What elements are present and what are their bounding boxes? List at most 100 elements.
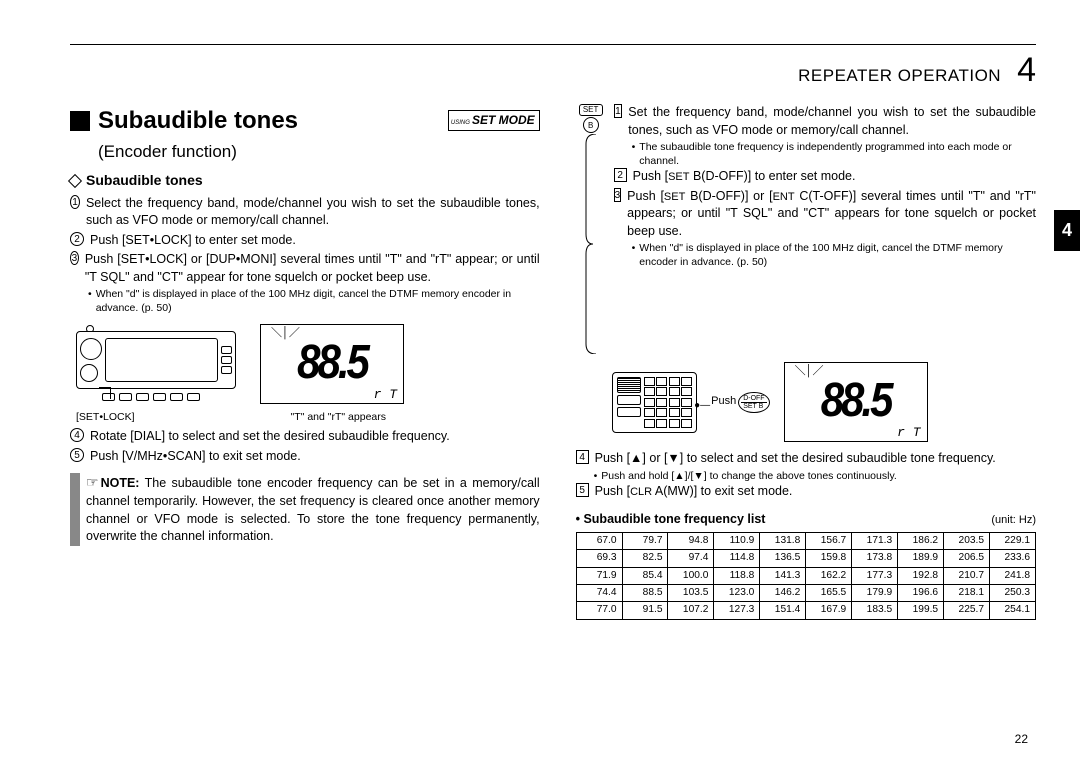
freq-cell: 165.5 (806, 584, 852, 601)
freq-cell: 186.2 (898, 533, 944, 550)
freq-cell: 91.5 (622, 602, 668, 619)
step-sub: When "d" is displayed in place of the 10… (639, 242, 1036, 269)
step-text: Push [SET•LOCK] to enter set mode. (90, 232, 296, 250)
push-key: D-OFF SET B (738, 392, 769, 413)
step-sub: When "d" is displayed in place of the 10… (96, 288, 540, 315)
step-num: 5 (576, 483, 589, 497)
bracket-icon (585, 134, 597, 354)
step-num: 5 (70, 448, 84, 462)
freq-cell: 179.9 (852, 584, 898, 601)
freq-cell: 199.5 (898, 602, 944, 619)
freq-cell: 110.9 (714, 533, 760, 550)
diamond-icon (68, 174, 82, 188)
step-text: Push [CLR A(MW)] to exit set mode. (595, 483, 793, 501)
freq-cell: 69.3 (576, 550, 622, 567)
mic-key-b: B (583, 117, 599, 133)
freq-cell: 241.8 (990, 567, 1036, 584)
freq-cell: 79.7 (622, 533, 668, 550)
freq-cell: 74.4 (576, 584, 622, 601)
freq-cell: 67.0 (576, 533, 622, 550)
freq-cell: 151.4 (760, 602, 806, 619)
freq-cell: 218.1 (944, 584, 990, 601)
step-sub: Push and hold [▲]/[▼] to change the abov… (601, 470, 897, 484)
illus-label-right: "T" and "rT" appears (291, 410, 386, 425)
step-num: 2 (614, 168, 627, 182)
step-num: 3 (70, 251, 79, 265)
step-text: Push [V/MHz•SCAN] to exit set mode. (90, 448, 301, 466)
step-sub: The subaudible tone frequency is indepen… (639, 141, 1036, 168)
freq-cell: 173.8 (852, 550, 898, 567)
freq-cell: 118.8 (714, 567, 760, 584)
step-text: Set the frequency band, mode/channel you… (628, 104, 1036, 139)
freq-cell: 71.9 (576, 567, 622, 584)
step-text: Push [SET•LOCK] or [DUP•MONI] several ti… (85, 251, 540, 286)
freq-cell: 162.2 (806, 567, 852, 584)
step-num: 3 (614, 188, 622, 202)
freq-list-title: • Subaudible tone frequency list (576, 511, 766, 529)
header-title: REPEATER OPERATION (798, 66, 1001, 86)
side-tab: 4 (1054, 210, 1080, 251)
section-subtitle: (Encoder function) (98, 140, 540, 164)
step-text: Select the frequency band, mode/channel … (86, 195, 540, 230)
step-num: 1 (614, 104, 623, 118)
freq-cell: 183.5 (852, 602, 898, 619)
freq-table: 67.079.794.8110.9131.8156.7171.3186.2203… (576, 532, 1036, 619)
freq-cell: 103.5 (668, 584, 714, 601)
freq-cell: 189.9 (898, 550, 944, 567)
freq-cell: 141.3 (760, 567, 806, 584)
freq-cell: 127.3 (714, 602, 760, 619)
freq-cell: 250.3 (990, 584, 1036, 601)
freq-cell: 97.4 (668, 550, 714, 567)
freq-cell: 171.3 (852, 533, 898, 550)
freq-cell: 225.7 (944, 602, 990, 619)
step-num: 4 (576, 450, 589, 464)
mic-key-set: SET (579, 104, 603, 116)
freq-cell: 107.2 (668, 602, 714, 619)
freq-cell: 192.8 (898, 567, 944, 584)
step-text: Push [SET B(D-OFF)] to enter set mode. (633, 168, 856, 186)
freq-cell: 114.8 (714, 550, 760, 567)
step-text: Push [▲] or [▼] to select and set the de… (595, 450, 996, 468)
freq-cell: 177.3 (852, 567, 898, 584)
freq-cell: 203.5 (944, 533, 990, 550)
section-title: Subaudible tones (98, 104, 298, 138)
freq-cell: 100.0 (668, 567, 714, 584)
step-text: Rotate [DIAL] to select and set the desi… (90, 428, 450, 446)
freq-cell: 167.9 (806, 602, 852, 619)
lcd-illustration: ＼│／ 88.5 r T (260, 324, 404, 404)
freq-cell: 206.5 (944, 550, 990, 567)
lcd-illustration: ＼│／ 88.5 r T (784, 362, 928, 442)
freq-cell: 94.8 (668, 533, 714, 550)
step-num: 1 (70, 195, 80, 209)
freq-cell: 233.6 (990, 550, 1036, 567)
microphone-illustration: ●— (612, 372, 698, 433)
freq-cell: 136.5 (760, 550, 806, 567)
set-mode-badge: USING SET MODE (448, 110, 540, 131)
freq-cell: 88.5 (622, 584, 668, 601)
section-marker (70, 111, 90, 131)
freq-cell: 82.5 (622, 550, 668, 567)
page-number: 22 (1015, 732, 1028, 746)
illus-label-left: [SET•LOCK] (76, 410, 135, 425)
step-text: Push [SET B(D-OFF)] or [ENT C(T-OFF)] se… (627, 188, 1036, 241)
push-label: Push (711, 394, 736, 409)
note-block: ☞NOTE: The subaudible tone encoder frequ… (70, 473, 540, 545)
freq-cell: 146.2 (760, 584, 806, 601)
hand-icon: ☞ (86, 474, 99, 490)
freq-cell: 210.7 (944, 567, 990, 584)
freq-cell: 229.1 (990, 533, 1036, 550)
step-num: 4 (70, 428, 84, 442)
freq-cell: 159.8 (806, 550, 852, 567)
sub-heading: Subaudible tones (86, 171, 203, 191)
freq-cell: 123.0 (714, 584, 760, 601)
freq-cell: 77.0 (576, 602, 622, 619)
freq-cell: 131.8 (760, 533, 806, 550)
freq-cell: 254.1 (990, 602, 1036, 619)
freq-cell: 196.6 (898, 584, 944, 601)
freq-cell: 85.4 (622, 567, 668, 584)
freq-cell: 156.7 (806, 533, 852, 550)
radio-illustration (76, 331, 236, 397)
step-num: 2 (70, 232, 84, 246)
freq-list-unit: (unit: Hz) (991, 513, 1036, 528)
header-chapter: 4 (1017, 51, 1036, 90)
